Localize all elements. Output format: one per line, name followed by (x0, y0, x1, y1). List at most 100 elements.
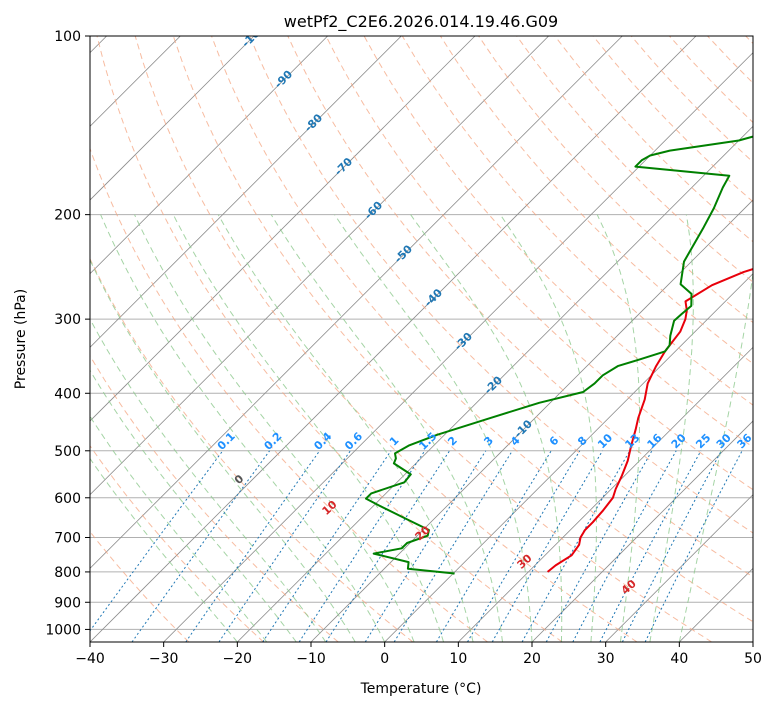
plot-frame (89, 35, 754, 643)
mixing-ratio-line (185, 450, 321, 642)
dry-adiabat-line (439, 36, 753, 365)
y-tick-label: 100 (54, 29, 81, 45)
mixing-ratio-label: 3 (481, 434, 496, 449)
temperature-line (546, 268, 753, 573)
dry-adiabat-line (669, 36, 753, 124)
dry-adiabat-line (287, 36, 753, 534)
mixing-ratio-line (393, 450, 513, 642)
isotherm-label: -90 (272, 67, 295, 90)
y-axis-title: Pressure (hPa) (13, 289, 29, 389)
mixing-ratio-line (298, 450, 426, 642)
x-tick-label: −40 (75, 651, 105, 667)
isotherm-label: -50 (392, 242, 415, 265)
dry-adiabat-line (516, 36, 753, 283)
mixing-ratio-line (262, 450, 392, 642)
isotherm-line (384, 273, 753, 642)
dry-adiabat-line (325, 36, 753, 491)
mixing-ratio-label: 1.5 (416, 430, 439, 453)
x-tick-label: −30 (149, 651, 179, 667)
dry-adiabat-line (90, 257, 414, 642)
mixing-ratio-line (467, 450, 581, 642)
dry-adiabat-line (478, 36, 753, 324)
isotherm-line (90, 36, 697, 642)
dry-adiabat-line (90, 147, 488, 642)
x-tick-label: 10 (449, 651, 467, 667)
moist-adiabat-line (410, 214, 563, 642)
isotherm-label: -30 (452, 330, 475, 353)
dry-adiabat-line (90, 354, 339, 642)
moist-adiabat-line (678, 269, 753, 642)
isotherm-line (90, 36, 255, 201)
mixing-ratio-label: 36 (735, 431, 755, 451)
moist-adiabat-line (100, 214, 386, 642)
isotherm-label: -80 (302, 111, 325, 134)
x-tick-label: 30 (597, 651, 615, 667)
y-tick-label: 900 (54, 595, 81, 611)
mixing-ratio-line (131, 450, 271, 642)
isotherm-label: -70 (332, 155, 355, 178)
mixing-ratio-label: 2 (445, 434, 460, 449)
isotherm-label: -40 (422, 286, 445, 309)
x-tick-label: 20 (523, 651, 541, 667)
y-tick-label: 500 (54, 444, 81, 460)
isotherm-line (605, 494, 753, 642)
mixing-ratio-label: 30 (714, 431, 734, 451)
y-tick-label: 600 (54, 491, 81, 507)
moist-adiabat-line (90, 318, 327, 642)
isotherm-line (458, 346, 753, 642)
moist-adiabat-line (270, 214, 503, 642)
x-tick-label: −10 (296, 651, 326, 667)
mixing-ratio-label: 8 (575, 434, 590, 449)
mixing-ratio-line (521, 450, 631, 642)
mixing-ratio-line (572, 450, 677, 642)
moist-adiabat-line (90, 369, 297, 642)
isotherm-line (90, 36, 549, 496)
y-tick-label: 300 (54, 312, 81, 328)
dry-adiabat-line (745, 36, 753, 45)
y-tick-label: 1000 (45, 622, 81, 638)
mixing-ratio-label: 0.2 (262, 430, 285, 453)
isotherm-line (310, 199, 753, 642)
chart-title: wetPf2_C2E6.2026.014.19.46.G09 (284, 12, 558, 32)
y-tick-label: 800 (54, 565, 81, 581)
mixing-ratio-label: 10 (595, 431, 615, 451)
isotherm-line (90, 36, 402, 348)
x-tick-label: 50 (744, 651, 762, 667)
isotherm-line (163, 52, 753, 642)
y-tick-label: 400 (54, 386, 81, 402)
profiles (365, 135, 753, 575)
plot-labels: -100-90-80-70-60-50-40-30-20-100.1 0.2 0.4… (215, 36, 755, 597)
mixing-ratio-line (644, 450, 743, 642)
isotherm-label: -60 (362, 199, 385, 222)
y-tick-label: 200 (54, 208, 81, 224)
x-tick-label: 40 (670, 651, 688, 667)
isotherm-line (752, 641, 753, 642)
isotherm-line (531, 420, 753, 642)
mixing-ratio-label: 16 (645, 431, 665, 451)
dry-adiabat-line (707, 36, 753, 84)
dry-adiabat-line (554, 36, 753, 243)
background-lines (90, 36, 753, 642)
isotherm-line (237, 125, 753, 642)
y-axis: 1000 900 800 700 600 500 400 300 200 100 (45, 29, 90, 638)
dewpoint-line (365, 135, 753, 575)
dry-adiabat-label: 10 (320, 498, 340, 518)
mixing-ratio-label: 20 (669, 431, 689, 451)
x-tick-label: 0 (380, 651, 389, 667)
moist-adiabat-line (334, 214, 533, 642)
x-axis: −40 −30 −20 −10 0 10 20 30 40 50 (75, 642, 762, 667)
x-tick-label: −20 (223, 651, 253, 667)
mixing-ratio-line (599, 450, 702, 642)
dry-adiabat-line (592, 36, 753, 203)
moist-adiabat-line (217, 214, 474, 642)
dry-adiabat-line (172, 36, 712, 642)
mixing-ratio-label: 1 (387, 434, 402, 449)
dry-adiabat-line (211, 36, 753, 623)
isotherm-line (90, 36, 476, 422)
dry-adiabat-line (134, 36, 638, 642)
mixing-ratio-line (90, 450, 224, 632)
y-tick-label: 700 (54, 531, 81, 547)
mixing-ratio-line (218, 450, 351, 642)
mixing-ratio-label: 0.4 (311, 430, 334, 453)
